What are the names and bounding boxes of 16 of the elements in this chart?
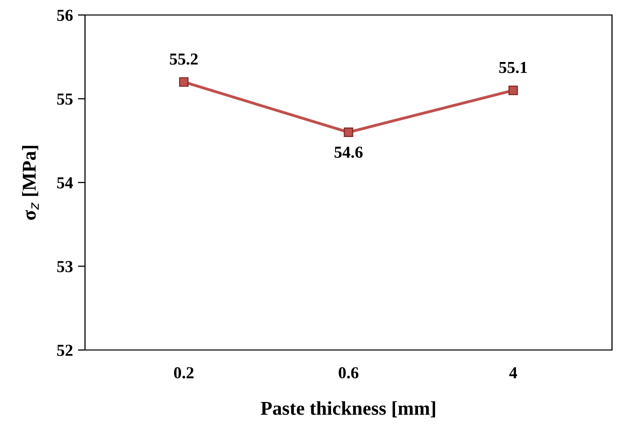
y-axis-title: σ$_{z}$ [MPa] bbox=[22, 146, 39, 220]
data-label: 54.6 bbox=[334, 146, 363, 158]
x-axis-title: Paste thickness [mm] bbox=[260, 401, 436, 418]
y-tick-label: 53 bbox=[57, 260, 73, 272]
x-tick-label: 0.6 bbox=[338, 367, 358, 378]
y-tick-label: 55 bbox=[57, 94, 73, 105]
x-tick-label: 4 bbox=[509, 367, 518, 378]
point bbox=[508, 86, 518, 96]
data-label: 55.1 bbox=[499, 62, 527, 74]
y-tick-label: 54 bbox=[57, 177, 73, 188]
point bbox=[344, 128, 354, 137]
x-tick-label: 0.2 bbox=[174, 367, 194, 378]
y-tick-label: 52 bbox=[57, 344, 72, 356]
point bbox=[179, 77, 189, 87]
data-label: 55.2 bbox=[170, 54, 198, 65]
y-tick-label: 56 bbox=[57, 10, 73, 21]
